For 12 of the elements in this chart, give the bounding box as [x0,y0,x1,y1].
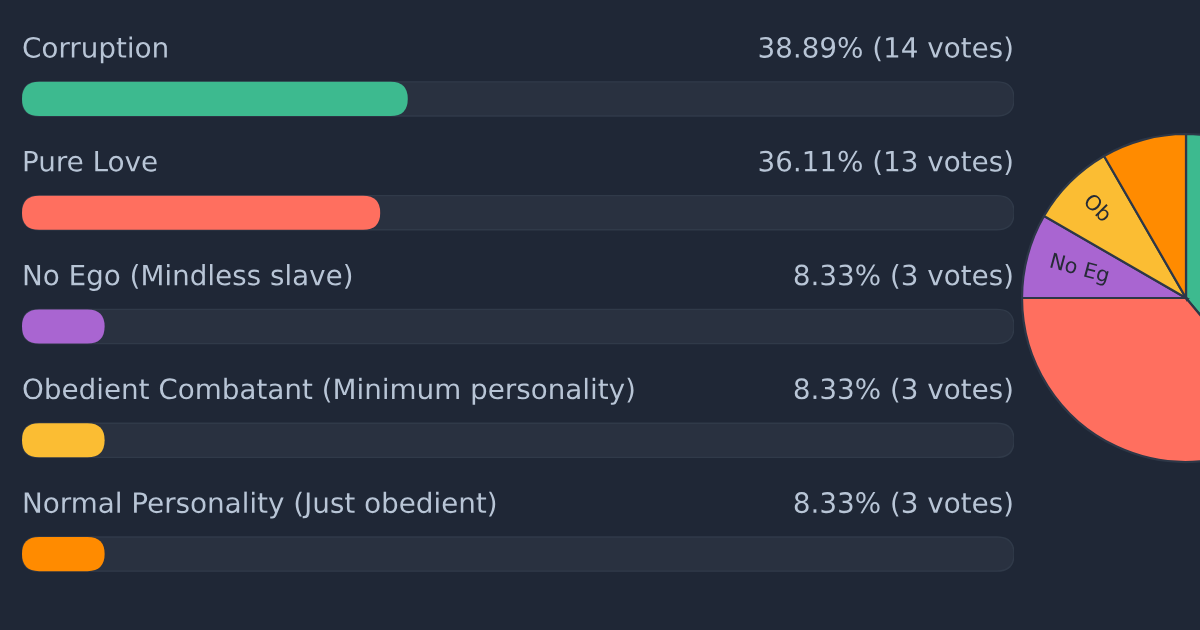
data-label: 8.33% (3 votes) [794,491,1012,517]
data-label: 38.89% (14 votes) [759,36,1012,62]
data-label: 8.33% (3 votes) [794,264,1012,289]
category-label: Normal Personality (Just obedient) [24,491,496,519]
slice-label: No Eg [1049,252,1110,287]
category-label: Corruption [23,36,167,64]
slice-label: Ob [1082,191,1114,223]
category-label: Obedient Combatant (Minimum personality) [23,377,634,405]
category-label: Pure Love [24,151,157,172]
category-label: No Ego (Mindless slave) [24,264,352,291]
data-label: 36.11% (13 votes) [759,150,1012,175]
data-label: 8.33% (3 votes) [794,377,1012,403]
